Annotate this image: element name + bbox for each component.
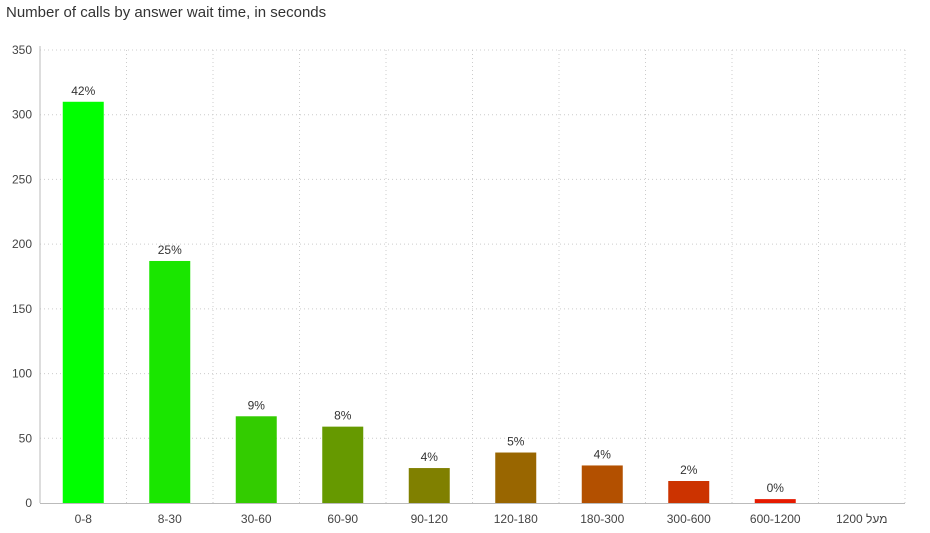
x-tick-label: 120-180 bbox=[494, 512, 538, 526]
bar[interactable] bbox=[668, 480, 710, 503]
x-tick-label: מעל 1200 bbox=[836, 512, 888, 526]
bar-layer bbox=[62, 101, 796, 504]
bar[interactable] bbox=[495, 452, 537, 503]
y-tick-label: 0 bbox=[25, 496, 32, 510]
x-tick-label: 300-600 bbox=[667, 512, 711, 526]
x-tick-label: 600-1200 bbox=[750, 512, 801, 526]
bar-data-label: 4% bbox=[421, 450, 439, 464]
bar-data-label: 2% bbox=[680, 463, 698, 477]
x-tick-label: 60-90 bbox=[327, 512, 358, 526]
y-tick-label: 350 bbox=[12, 43, 32, 57]
x-tick-label: 0-8 bbox=[75, 512, 93, 526]
x-tick-label: 30-60 bbox=[241, 512, 272, 526]
bar-data-label: 9% bbox=[248, 398, 266, 412]
y-tick-label: 250 bbox=[12, 172, 32, 186]
x-tick-label: 8-30 bbox=[158, 512, 182, 526]
y-tick-label: 50 bbox=[19, 431, 33, 445]
chart-title: Number of calls by answer wait time, in … bbox=[6, 4, 327, 21]
bar-data-label: 4% bbox=[594, 447, 612, 461]
bar[interactable] bbox=[581, 465, 623, 503]
bar[interactable] bbox=[235, 416, 277, 503]
bar[interactable] bbox=[408, 468, 450, 503]
bar-data-label: 8% bbox=[334, 409, 352, 423]
bar-data-label: 0% bbox=[767, 481, 785, 495]
bar[interactable] bbox=[149, 260, 191, 503]
grid-layer bbox=[40, 49, 906, 503]
y-tick-label: 100 bbox=[12, 367, 32, 381]
label-layer: 42% 25% 9% 8% 4% 5% 4% 2% 0% bbox=[71, 84, 784, 495]
axis-layer: 0 50 100 150 200 250 300 350 0-8 8-30 30-60 60-90 90… bbox=[12, 43, 905, 526]
bar-data-label: 25% bbox=[158, 243, 182, 257]
bar-data-label: 5% bbox=[507, 435, 525, 449]
bar[interactable] bbox=[62, 101, 104, 504]
x-tick-label: 90-120 bbox=[411, 512, 449, 526]
y-tick-label: 300 bbox=[12, 108, 32, 122]
bar[interactable] bbox=[322, 426, 364, 503]
y-tick-label: 200 bbox=[12, 237, 32, 251]
bar[interactable] bbox=[754, 499, 796, 503]
y-tick-label: 150 bbox=[12, 302, 32, 316]
x-tick-label: 180-300 bbox=[580, 512, 624, 526]
bar-data-label: 42% bbox=[71, 84, 95, 98]
